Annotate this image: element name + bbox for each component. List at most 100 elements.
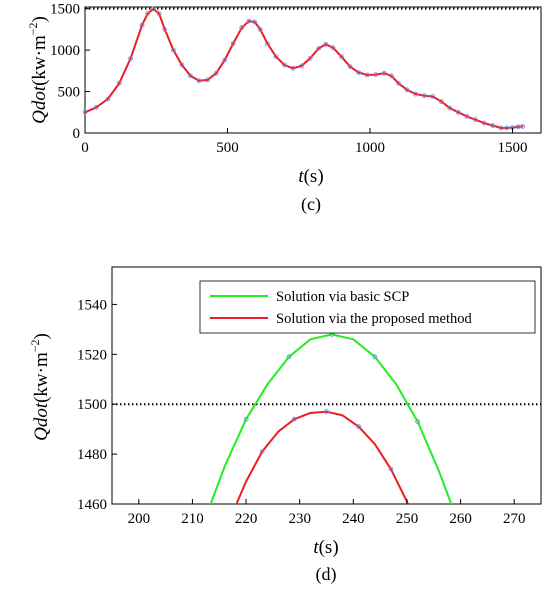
- x-axis-label-c: t(s): [298, 166, 323, 187]
- series-point: [415, 419, 421, 425]
- x-tick-label: 270: [503, 511, 526, 527]
- series-point: [139, 22, 145, 28]
- series-line-1: [209, 333, 453, 504]
- x-tick-label: 500: [216, 140, 239, 156]
- y-tick-label: 1000: [50, 43, 80, 59]
- x-tick-label: 230: [288, 511, 311, 527]
- series-point: [246, 18, 252, 24]
- series-point: [372, 354, 378, 360]
- x-tick-label: 250: [396, 511, 419, 527]
- series-point: [243, 416, 249, 422]
- series-point: [356, 70, 362, 75]
- x-tick-label: 200: [128, 511, 151, 527]
- series-point: [373, 72, 379, 77]
- y-tick-label: 1460: [77, 497, 107, 513]
- series-point: [472, 117, 478, 123]
- series-point: [498, 125, 504, 131]
- series-line-2: [235, 410, 410, 504]
- series-point: [299, 63, 305, 69]
- series-point: [323, 41, 329, 47]
- series-point: [105, 96, 111, 102]
- series-point: [162, 26, 168, 32]
- series-point: [273, 54, 279, 60]
- series-point: [481, 120, 487, 126]
- series-point: [421, 93, 427, 99]
- legend-entry-1: Solution via basic SCP: [276, 289, 409, 305]
- series-point: [264, 41, 270, 46]
- series-point: [187, 73, 193, 79]
- series-point: [438, 99, 444, 104]
- panel-label-c: (c): [301, 194, 321, 215]
- series-point: [239, 25, 245, 31]
- series-point: [324, 409, 329, 415]
- series-point: [364, 72, 370, 78]
- x-tick-label: 0: [81, 140, 89, 156]
- series-point: [156, 11, 162, 17]
- series-point: [421, 534, 425, 538]
- series-point: [490, 123, 496, 128]
- series-point: [520, 124, 525, 129]
- series-point: [356, 424, 362, 430]
- series-point: [388, 466, 394, 472]
- x-tick-label: 260: [449, 511, 472, 527]
- panel-d: 200 210 220 230 240 250 260 270 1460 1480 1500 1520…: [28, 266, 542, 585]
- y-tick-label: 0: [73, 126, 81, 142]
- series-point: [282, 62, 287, 68]
- series-point: [381, 70, 387, 76]
- series-point: [252, 19, 258, 25]
- series-point: [196, 78, 202, 84]
- series-point: [230, 41, 236, 46]
- series-point: [286, 354, 292, 360]
- x-tick-label: 220: [235, 511, 258, 527]
- series-point: [388, 73, 394, 79]
- y-tick-label: 1480: [77, 447, 107, 463]
- series-point: [128, 56, 134, 61]
- y-tick-label: 1500: [50, 2, 80, 18]
- series-point: [459, 527, 463, 531]
- series-point: [290, 65, 296, 71]
- y-tick-label: 1500: [77, 397, 107, 413]
- x-axis-label-d: t(s): [313, 537, 338, 558]
- plot-area-d: [111, 266, 542, 505]
- series-point: [228, 517, 232, 521]
- series-point: [330, 45, 336, 50]
- x-tick-label: 240: [342, 511, 365, 527]
- panel-c: 0 500 1000 1500 0 500 1000 1500 Qdot(kw·m−2) t(…: [26, 2, 542, 215]
- legend-d: Solution via basic SCP Solution via the p…: [199, 280, 536, 334]
- y-axis-label-c: Qdot(kw·m−2): [26, 16, 50, 124]
- series-point: [430, 94, 436, 99]
- series-point: [504, 125, 510, 131]
- y-tick-label: 1520: [77, 347, 107, 363]
- x-tick-label: 1000: [355, 140, 385, 156]
- series-point: [213, 70, 219, 76]
- series-point: [347, 64, 353, 70]
- series-point: [222, 57, 228, 63]
- series-point: [447, 105, 453, 111]
- series-point: [82, 109, 88, 115]
- series-point: [145, 11, 151, 17]
- series-point: [259, 449, 265, 455]
- series-point: [464, 114, 470, 119]
- series-point: [205, 77, 211, 83]
- series-point: [291, 416, 297, 422]
- x-tick-label: 210: [181, 511, 204, 527]
- series-point: [257, 26, 263, 32]
- series-point: [413, 91, 419, 97]
- series-point: [94, 104, 99, 110]
- series-line-1: [84, 7, 524, 129]
- series-point: [316, 46, 322, 51]
- series-point: [404, 87, 410, 93]
- series-point: [307, 56, 313, 61]
- series-point: [150, 6, 156, 12]
- y-axis-label-d: Qdot(kw·m−2): [28, 333, 52, 441]
- legend-box: [199, 280, 536, 334]
- plot-area-c: [84, 6, 542, 134]
- series-point: [170, 47, 176, 53]
- panel-label-d: (d): [316, 564, 337, 585]
- series-point: [455, 109, 461, 115]
- series-point: [396, 80, 401, 86]
- y-tick-label: 500: [58, 85, 81, 101]
- legend-entry-2: Solution via the proposed method: [276, 311, 472, 327]
- series-point: [339, 54, 344, 60]
